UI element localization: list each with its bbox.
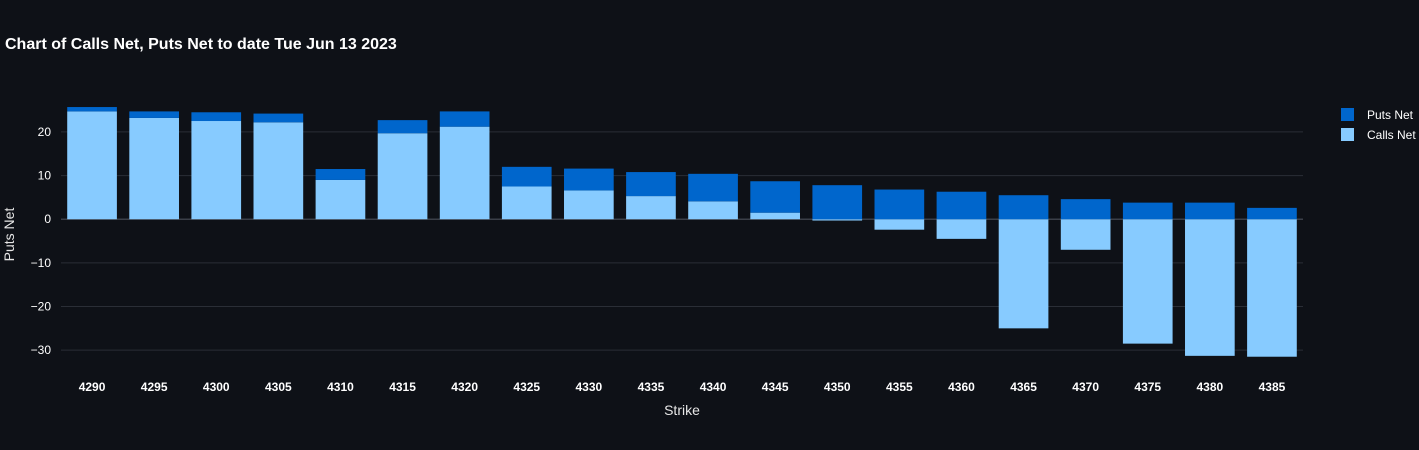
legend-label: Calls Net xyxy=(1367,128,1416,142)
legend-item[interactable]: Calls Net xyxy=(1341,128,1416,142)
y-tick-label: 10 xyxy=(38,169,52,183)
x-axis-title: Strike xyxy=(664,402,700,418)
bar-puts-net[interactable] xyxy=(501,166,552,187)
bar-puts-net[interactable] xyxy=(1247,207,1297,220)
bar-calls-net[interactable] xyxy=(1247,219,1297,357)
x-tick-label: 4370 xyxy=(1072,380,1099,394)
bar-puts-net[interactable] xyxy=(439,111,490,127)
x-tick-label: 4295 xyxy=(141,380,168,394)
x-tick-label: 4320 xyxy=(451,380,478,394)
x-tick-label: 4310 xyxy=(327,380,354,394)
x-tick-label: 4315 xyxy=(389,380,416,394)
y-tick-label: −30 xyxy=(31,343,52,357)
bar-calls-net[interactable] xyxy=(439,126,490,220)
bar-puts-net[interactable] xyxy=(936,191,987,220)
bar-calls-net[interactable] xyxy=(1185,219,1235,356)
grid-layer xyxy=(61,131,1303,351)
bar-calls-net[interactable] xyxy=(1060,219,1111,250)
axis-layer: 20 10 0 −10 −20 −30 4290 4295 4300 4305 4310 4315 43… xyxy=(1,125,1286,418)
x-tick-label: 4355 xyxy=(886,380,913,394)
bar-puts-net[interactable] xyxy=(750,181,800,213)
bar-puts-net[interactable] xyxy=(1122,202,1173,220)
x-tick-label: 4290 xyxy=(79,380,106,394)
bar-calls-net[interactable] xyxy=(501,186,552,220)
x-tick-label: 4365 xyxy=(1010,380,1037,394)
y-tick-label: −10 xyxy=(31,256,52,270)
bar-layer xyxy=(67,107,1297,357)
bar-calls-net[interactable] xyxy=(191,121,242,220)
bar-calls-net[interactable] xyxy=(315,179,366,220)
bar-puts-net[interactable] xyxy=(688,173,738,202)
bar-calls-net[interactable] xyxy=(936,219,987,239)
bar-puts-net[interactable] xyxy=(564,168,614,191)
bar-puts-net[interactable] xyxy=(998,195,1049,220)
legend-label: Puts Net xyxy=(1367,108,1414,122)
x-tick-label: 4380 xyxy=(1196,380,1223,394)
bar-calls-net[interactable] xyxy=(874,219,925,230)
bar-calls-net[interactable] xyxy=(688,201,738,220)
bar-puts-net[interactable] xyxy=(377,120,428,134)
bar-calls-net[interactable] xyxy=(812,219,863,221)
bar-puts-net[interactable] xyxy=(1185,202,1235,220)
x-tick-label: 4325 xyxy=(513,380,540,394)
bar-calls-net[interactable] xyxy=(377,133,428,220)
bar-calls-net[interactable] xyxy=(129,117,179,220)
y-tick-label: 0 xyxy=(44,212,51,226)
x-tick-label: 4345 xyxy=(762,380,789,394)
x-tick-label: 4360 xyxy=(948,380,975,394)
bar-puts-net[interactable] xyxy=(874,189,925,220)
bar-calls-net[interactable] xyxy=(998,219,1049,329)
x-tick-label: 4385 xyxy=(1259,380,1286,394)
bar-calls-net[interactable] xyxy=(1122,219,1173,344)
bar-puts-net[interactable] xyxy=(315,169,366,180)
bar-puts-net[interactable] xyxy=(253,113,304,123)
y-axis-title: Puts Net xyxy=(1,208,17,262)
x-tick-label: 4340 xyxy=(700,380,727,394)
bar-calls-net[interactable] xyxy=(564,190,614,220)
bar-puts-net[interactable] xyxy=(626,172,676,197)
bar-calls-net[interactable] xyxy=(67,111,117,220)
bar-puts-net[interactable] xyxy=(67,107,117,112)
bar-calls-net[interactable] xyxy=(253,122,304,220)
x-tick-label: 4305 xyxy=(265,380,292,394)
x-tick-label: 4350 xyxy=(824,380,851,394)
bar-puts-net[interactable] xyxy=(191,112,242,122)
legend-item[interactable]: Puts Net xyxy=(1341,108,1414,122)
y-tick-label: −20 xyxy=(31,300,52,314)
y-tick-label: 20 xyxy=(38,125,52,139)
x-tick-label: 4375 xyxy=(1134,380,1161,394)
bar-puts-net[interactable] xyxy=(129,111,179,118)
bar-calls-net[interactable] xyxy=(750,212,800,220)
legend-swatch xyxy=(1341,128,1354,141)
legend[interactable]: Puts Net Calls Net xyxy=(1341,108,1416,142)
x-tick-label: 4335 xyxy=(638,380,665,394)
bar-puts-net[interactable] xyxy=(812,185,863,220)
x-tick-label: 4330 xyxy=(575,380,602,394)
legend-swatch xyxy=(1341,108,1354,121)
x-tick-label: 4300 xyxy=(203,380,230,394)
bar-puts-net[interactable] xyxy=(1060,199,1111,220)
bar-calls-net[interactable] xyxy=(626,196,676,220)
chart-title: Chart of Calls Net, Puts Net to date Tue… xyxy=(5,36,397,53)
